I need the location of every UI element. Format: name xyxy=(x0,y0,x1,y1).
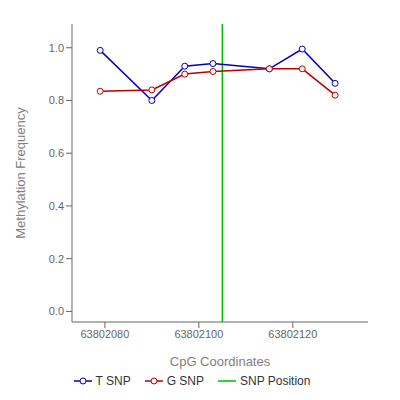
html-text:T SNP: T SNP xyxy=(95,374,131,388)
svg-text:0.2: 0.2 xyxy=(49,253,64,265)
svg-text:1.0: 1.0 xyxy=(49,42,64,54)
html-text:SNP Position: SNP Position xyxy=(240,374,311,388)
svg-text:Methylation Frequency: Methylation Frequency xyxy=(13,107,28,239)
svg-text:0.0: 0.0 xyxy=(49,305,64,317)
svg-text:0.4: 0.4 xyxy=(49,200,64,212)
svg-text:0.6: 0.6 xyxy=(49,147,64,159)
svg-text:0.8: 0.8 xyxy=(49,94,64,106)
svg-text:63802080: 63802080 xyxy=(80,328,129,340)
svg-text:63802120: 63802120 xyxy=(268,328,317,340)
svg-text:CpG Coordinates: CpG Coordinates xyxy=(170,354,271,369)
svg-text:63802100: 63802100 xyxy=(174,328,223,340)
html-text:G SNP: G SNP xyxy=(166,374,204,388)
